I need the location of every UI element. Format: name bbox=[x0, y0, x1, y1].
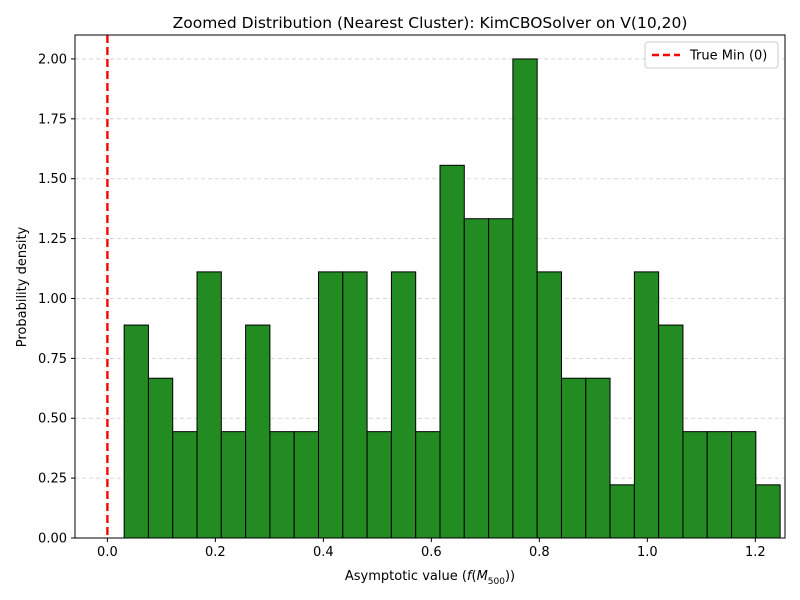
x-tick-label: 0.0 bbox=[97, 545, 118, 560]
histogram-bar bbox=[366, 431, 392, 539]
y-axis-ticks: 0.00 0.25 0.50 0.75 1.00 1.25 1.50 1.75 2.00 bbox=[38, 52, 75, 547]
y-tick-label: 0.75 bbox=[38, 352, 67, 367]
x-axis-ticks: 0.0 0.2 0.4 0.6 0.8 1.0 1.2 bbox=[97, 538, 766, 560]
histogram-bar bbox=[415, 431, 441, 539]
histogram-bar bbox=[147, 377, 174, 539]
histogram-bar bbox=[123, 324, 149, 539]
histogram-bar bbox=[220, 431, 247, 539]
histogram-bar bbox=[512, 58, 538, 539]
legend-label-reference-line: True Min (0) bbox=[689, 49, 767, 64]
histogram-bar bbox=[196, 271, 222, 539]
histogram-bar bbox=[293, 431, 320, 539]
y-tick-label: 1.25 bbox=[38, 232, 67, 247]
x-tick-label: 0.4 bbox=[313, 545, 334, 560]
histogram-bar bbox=[755, 484, 781, 539]
axes-frame bbox=[74, 34, 786, 539]
plot-area bbox=[74, 34, 786, 539]
histogram-bar bbox=[439, 164, 465, 539]
x-tick-label: 0.8 bbox=[529, 545, 550, 560]
histogram-bar bbox=[585, 377, 611, 539]
histogram-bar bbox=[633, 271, 660, 539]
chart-title: Zoomed Distribution (Nearest Cluster): K… bbox=[173, 14, 688, 32]
histogram-bar bbox=[245, 324, 271, 539]
y-tick-label: 0.25 bbox=[38, 472, 67, 487]
y-tick-label: 0.50 bbox=[38, 412, 67, 427]
histogram-bar bbox=[172, 431, 198, 539]
y-axis-title: Probability density bbox=[15, 226, 30, 347]
y-tick-label: 0.00 bbox=[38, 532, 67, 547]
histogram-bar bbox=[731, 431, 757, 539]
histogram-bar bbox=[269, 431, 295, 539]
y-tick-label: 1.50 bbox=[38, 172, 67, 187]
x-tick-label: 1.0 bbox=[637, 545, 658, 560]
y-tick-label: 1.00 bbox=[38, 292, 67, 307]
legend-box bbox=[644, 41, 779, 69]
histogram-bar bbox=[658, 324, 684, 539]
histogram-bar bbox=[488, 218, 514, 539]
x-tick-label: 1.2 bbox=[745, 545, 766, 560]
histogram-bar bbox=[560, 377, 587, 539]
x-tick-label: 0.6 bbox=[421, 545, 442, 560]
y-tick-label: 2.00 bbox=[38, 52, 67, 67]
histogram-bar bbox=[463, 218, 490, 539]
histogram-bar bbox=[609, 484, 635, 539]
histogram-bar bbox=[536, 271, 562, 539]
y-tick-label: 1.75 bbox=[38, 112, 67, 127]
histogram-bar bbox=[706, 431, 733, 539]
histogram-bar bbox=[682, 431, 708, 539]
histogram-bar bbox=[318, 271, 344, 539]
x-tick-label: 0.2 bbox=[205, 545, 226, 560]
histogram-bars bbox=[123, 58, 781, 539]
x-axis-title: Asymptotic value (f(M500)) bbox=[345, 569, 515, 587]
legend: True Min (0) bbox=[644, 41, 779, 69]
histogram-bar bbox=[342, 271, 368, 539]
histogram-bar bbox=[390, 271, 417, 539]
